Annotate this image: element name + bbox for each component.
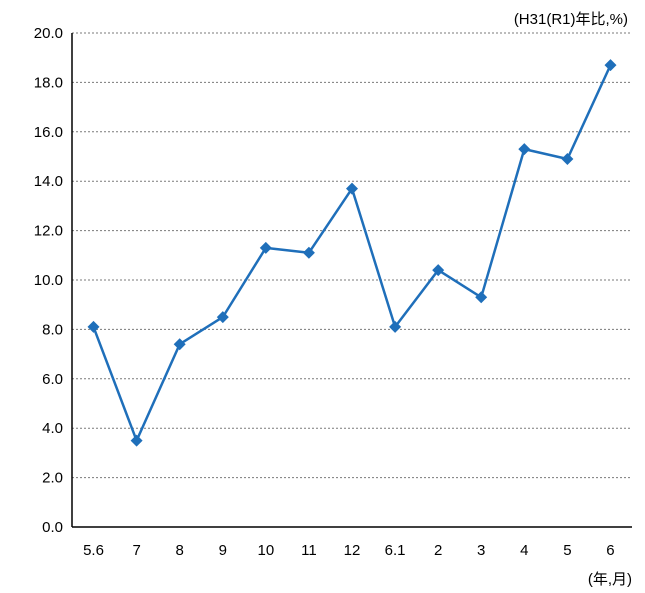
y-tick-label: 2.0 (42, 470, 63, 487)
x-tick-label: 5.6 (83, 542, 104, 559)
x-tick-label: 6.1 (385, 542, 406, 559)
data-point (604, 59, 617, 72)
x-tick-label: 3 (477, 542, 485, 559)
x-tick-label: 4 (520, 542, 528, 559)
y-tick-label: 14.0 (34, 173, 63, 190)
x-tick-label: 7 (132, 542, 140, 559)
data-point (432, 264, 445, 277)
y-tick-label: 18.0 (34, 74, 63, 91)
x-unit-label: (年,月) (588, 571, 632, 588)
y-tick-labels: 0.0 2.0 4.0 6.0 8.0 10.0 12.0 14.0 16.0 18.0 20.0 (34, 25, 63, 536)
data-point (475, 291, 488, 304)
data-point (346, 182, 358, 195)
y-tick-label: 4.0 (42, 420, 63, 437)
y-unit-label: (H31(R1)年比,%) (514, 11, 628, 28)
y-tick-label: 16.0 (34, 124, 63, 141)
data-point (389, 320, 402, 333)
x-tick-label: 5 (563, 542, 571, 559)
x-tick-label: 2 (434, 542, 442, 559)
data-point (302, 246, 315, 259)
data-point (130, 434, 143, 447)
data-point (259, 241, 272, 254)
axis-layer (71, 33, 632, 528)
data-point (87, 320, 100, 333)
x-tick-label: 6 (606, 542, 614, 559)
y-tick-label: 0.0 (42, 519, 63, 536)
x-tick-label: 10 (258, 542, 275, 559)
x-tick-label: 9 (219, 542, 227, 559)
data-point (518, 143, 531, 156)
data-point (173, 338, 186, 351)
y-tick-label: 12.0 (34, 223, 63, 240)
y-tick-label: 10.0 (34, 272, 63, 289)
y-tick-label: 8.0 (42, 321, 63, 338)
y-tick-label: 20.0 (34, 25, 63, 42)
y-tick-label: 6.0 (42, 371, 63, 388)
x-tick-label: 8 (176, 542, 184, 559)
data-point (216, 311, 229, 324)
x-tick-labels: 5.6 7 8 9 10 11 12 6.1 2 3 4 5 6 (83, 542, 615, 559)
grid-layer (72, 32, 632, 479)
data-point (561, 153, 574, 165)
series-layer (87, 59, 617, 447)
x-tick-label: 11 (301, 542, 317, 559)
x-tick-label: 12 (344, 542, 361, 559)
series-line (92, 64, 612, 442)
